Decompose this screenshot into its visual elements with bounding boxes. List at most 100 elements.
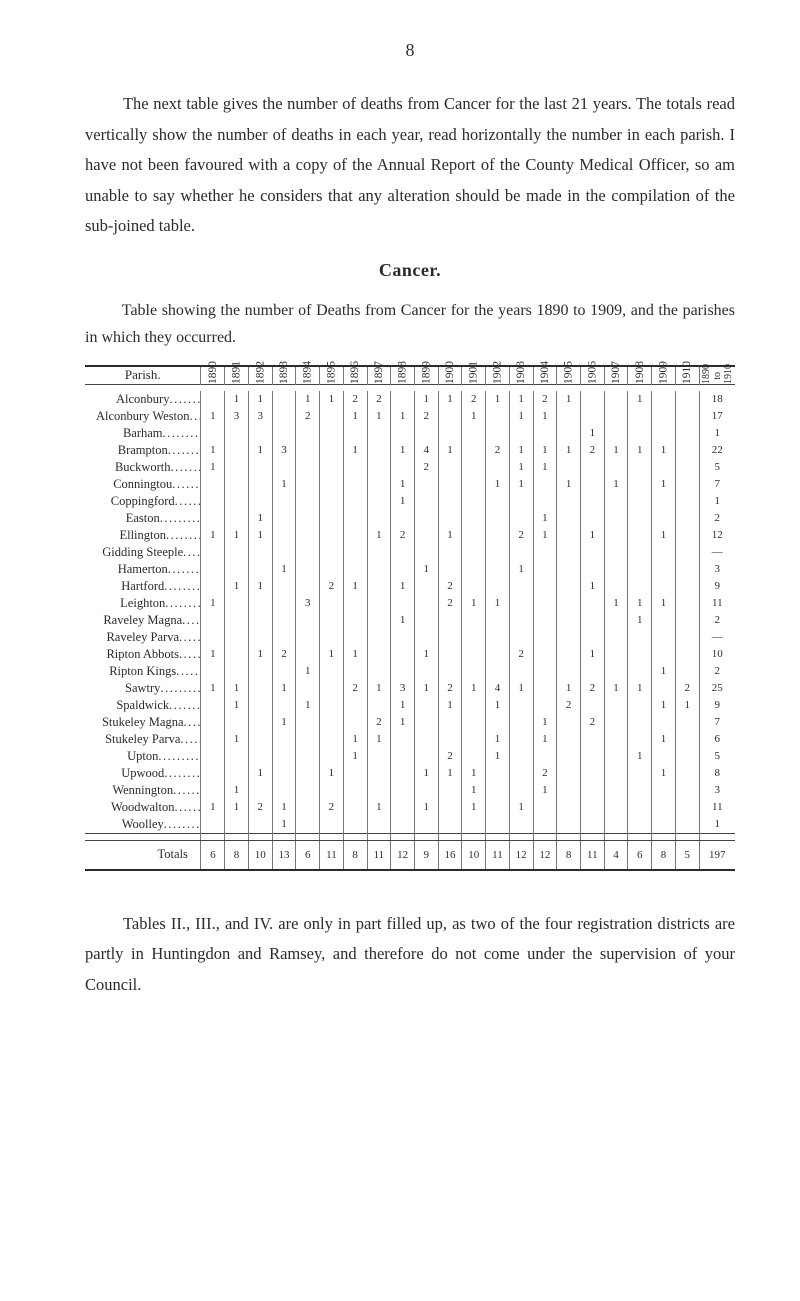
table-row: Alconbury1111221121121118 [85,391,735,408]
data-cell: 1 [296,391,320,408]
year-header: 1907 [604,366,628,385]
data-cell [652,782,676,799]
data-cell [580,476,604,493]
data-cell [580,612,604,629]
data-cell: 1 [201,459,225,476]
data-cell [557,731,581,748]
data-cell [296,561,320,578]
parish-name: Raveley Parva [85,629,201,646]
row-total: 10 [699,646,735,663]
data-cell [225,663,249,680]
data-cell [225,612,249,629]
table-row: Stukeley Parva1111116 [85,731,735,748]
data-cell [462,561,486,578]
data-cell [628,799,652,816]
page-number: 8 [85,40,735,61]
parish-name: Conningtou [85,476,201,493]
data-cell [296,510,320,527]
data-cell: 1 [533,442,557,459]
data-cell [652,544,676,561]
data-cell [272,527,296,544]
data-cell: 1 [533,782,557,799]
data-cell [414,782,438,799]
data-cell: 1 [201,595,225,612]
table-row: Coppingford11 [85,493,735,510]
data-cell [367,493,391,510]
data-cell [557,646,581,663]
data-cell [248,493,272,510]
data-cell [509,697,533,714]
data-cell: 1 [414,646,438,663]
data-cell [486,646,510,663]
data-cell: 1 [367,731,391,748]
data-cell [343,476,367,493]
row-total: 17 [699,408,735,425]
data-cell [557,527,581,544]
data-cell: 1 [604,442,628,459]
parish-name: Leighton [85,595,201,612]
data-cell [296,425,320,442]
data-cell [438,663,462,680]
data-cell [414,527,438,544]
data-cell [272,595,296,612]
data-cell [462,459,486,476]
data-cell [367,782,391,799]
data-cell [438,476,462,493]
table-caption: Table showing the number of Deaths from … [85,297,735,351]
table-row: Conningtou11111117 [85,476,735,493]
data-cell [675,578,699,595]
data-cell: 1 [201,442,225,459]
parish-name: Upton [85,748,201,765]
parish-name: Ripton Kings [85,663,201,680]
data-cell [509,714,533,731]
parish-name: Alconbury Weston [85,408,201,425]
data-cell: 2 [509,527,533,544]
data-cell: 1 [225,782,249,799]
data-cell [628,731,652,748]
data-cell [201,816,225,834]
data-cell [367,425,391,442]
table-row: Raveley Magna112 [85,612,735,629]
data-cell [675,476,699,493]
data-cell [320,425,344,442]
data-cell: 1 [533,510,557,527]
data-cell: 1 [533,527,557,544]
data-cell [272,544,296,561]
data-cell [343,544,367,561]
data-cell: 2 [509,646,533,663]
data-cell: 1 [414,391,438,408]
data-cell: 1 [604,680,628,697]
row-total: 1 [699,425,735,442]
data-cell: 1 [248,510,272,527]
data-cell [225,459,249,476]
table-row: Raveley Parva— [85,629,735,646]
data-cell [320,510,344,527]
data-cell [604,714,628,731]
data-cell [580,663,604,680]
data-cell: 1 [201,799,225,816]
data-cell [201,561,225,578]
data-cell: 2 [414,459,438,476]
data-cell: 1 [438,442,462,459]
parish-name: Sawtry [85,680,201,697]
data-cell: 1 [486,748,510,765]
table-row: Woodwalton11212111111 [85,799,735,816]
data-cell [604,408,628,425]
parish-name: Buckworth [85,459,201,476]
year-header: 1904 [533,366,557,385]
data-cell [391,731,415,748]
data-cell: 3 [296,595,320,612]
data-cell: 1 [272,680,296,697]
data-cell [557,595,581,612]
data-cell [320,561,344,578]
data-cell [272,425,296,442]
page: 8 The next table gives the number of dea… [0,0,800,1301]
data-cell [248,748,272,765]
data-cell [675,816,699,834]
data-cell [604,748,628,765]
data-cell: 2 [580,714,604,731]
data-cell [272,629,296,646]
data-cell: 3 [272,442,296,459]
parish-name: Upwood [85,765,201,782]
data-cell [367,765,391,782]
